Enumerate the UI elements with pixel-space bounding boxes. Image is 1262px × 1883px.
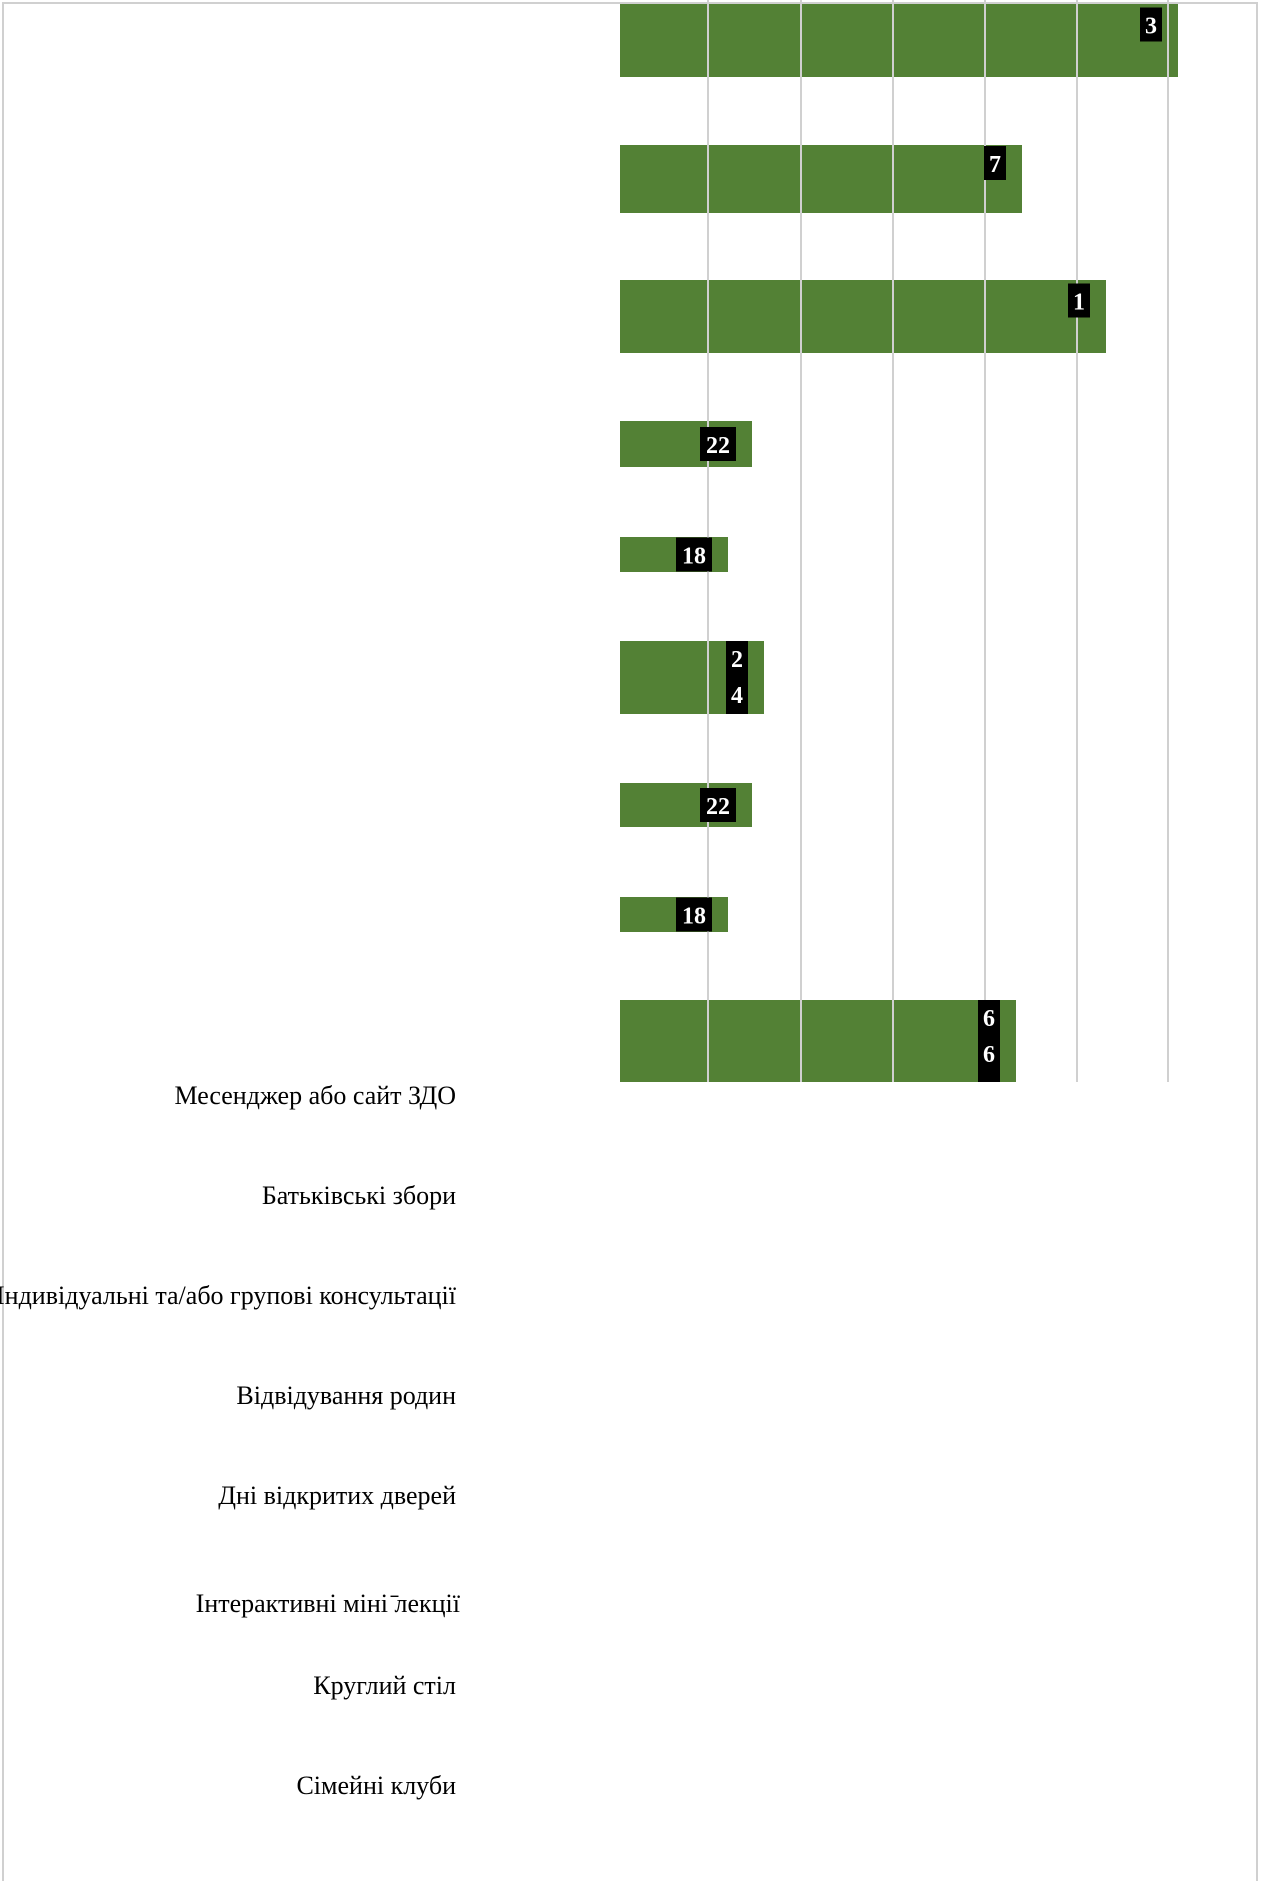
category-label: Месенджер або сайт ЗДО: [174, 1081, 456, 1110]
data-label-box: [1140, 7, 1162, 42]
data-label-text: 4: [731, 683, 743, 709]
category-label: Сімейні клуби: [296, 1771, 456, 1800]
data-label-box: [978, 1000, 1000, 1082]
data-label: 66: [978, 1000, 1000, 1082]
category-label: Круглий стіл: [313, 1671, 456, 1700]
data-label: 7: [984, 146, 1006, 180]
data-label: 3: [1140, 7, 1162, 42]
data-label-text: 22: [706, 794, 730, 820]
bar: [620, 145, 1022, 213]
data-label-text: 22: [706, 433, 730, 459]
bar: [620, 4, 1178, 77]
data-label-text: 18: [682, 904, 706, 930]
data-label: 22: [700, 788, 736, 822]
data-label: 24: [726, 641, 748, 714]
data-label-text: 6: [983, 1042, 995, 1068]
category-label: Дні відкритих дверей: [218, 1481, 456, 1510]
category-label: Індивідуальні та/або групові консультаці…: [0, 1281, 456, 1310]
data-label-box: [984, 146, 1006, 180]
data-label-box: [700, 427, 736, 461]
category-label: Інтерактивні міні ̄лекції: [195, 1589, 460, 1618]
data-label-box: [676, 537, 712, 572]
data-label-text: 7: [989, 152, 1001, 178]
data-label: 18: [676, 537, 712, 572]
category-label: Відвідування родин: [236, 1381, 456, 1410]
data-label-text: 2: [731, 647, 743, 673]
data-label: 22: [700, 427, 736, 461]
data-label: 18: [676, 897, 712, 932]
data-label-text: 1: [1073, 290, 1085, 316]
data-label: 1: [1068, 283, 1090, 318]
bar: [620, 1000, 1016, 1082]
data-label-box: [726, 641, 748, 714]
data-label-box: [676, 897, 712, 932]
bar: [620, 280, 1106, 353]
data-label-box: [1068, 283, 1090, 318]
data-label-text: 6: [983, 1006, 995, 1032]
data-label-box: [700, 788, 736, 822]
data-label-text: 3: [1145, 14, 1157, 40]
category-label: Батьківські збори: [261, 1181, 456, 1210]
data-label-text: 18: [682, 544, 706, 570]
